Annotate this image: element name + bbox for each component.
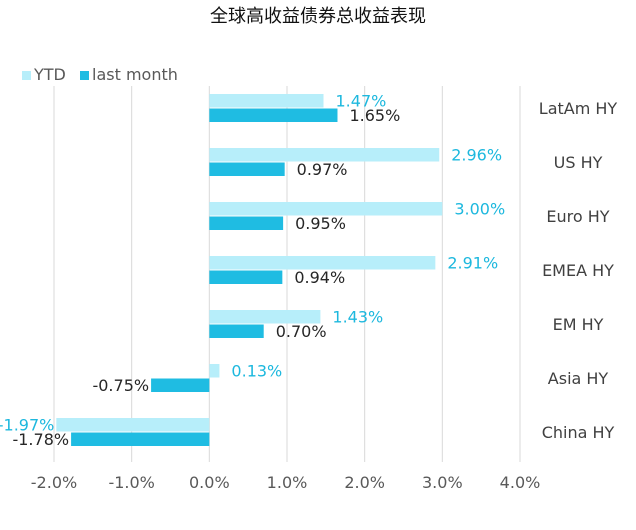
legend-label: last month (92, 65, 178, 84)
data-label-last-month: 0.95% (295, 214, 346, 233)
x-tick-label: 2.0% (344, 473, 385, 492)
category-label: LatAm HY (539, 99, 618, 118)
bar-ytd (209, 364, 220, 378)
x-tick-label: 3.0% (422, 473, 463, 492)
category-label: EMEA HY (542, 261, 614, 280)
data-labels: 1.47%1.65% 2.96% 0.97% 3.00% 0.95% 2.91% 0.94%… (0, 92, 505, 450)
bars (56, 94, 443, 446)
x-tick-label: 0.0% (189, 473, 230, 492)
category-label: US HY (554, 153, 603, 172)
data-label-last-month: 0.94% (294, 268, 345, 287)
x-tick-label: -1.0% (108, 473, 154, 492)
data-label-ytd: 3.00% (454, 200, 505, 219)
chart-title: 全球高收益债券总收益表现 (210, 6, 426, 27)
category-label: Asia HY (548, 369, 609, 388)
data-label-ytd: 1.43% (332, 308, 383, 327)
bar-last-month (209, 108, 338, 122)
legend-swatch (80, 71, 89, 80)
bar-ytd (209, 148, 440, 162)
legend-label: YTD (33, 65, 66, 84)
bar-ytd (209, 310, 321, 324)
x-tick-label: 4.0% (500, 473, 541, 492)
bar-last-month (209, 216, 284, 230)
legend-swatch (22, 71, 31, 80)
data-label-ytd: 2.91% (447, 254, 498, 273)
data-label-ytd: 2.96% (451, 146, 502, 165)
bar-ytd (56, 418, 210, 432)
data-label-ytd: 0.13% (231, 362, 282, 381)
data-label-last-month: 1.65% (349, 106, 400, 125)
bar-last-month (209, 270, 283, 284)
bar-last-month (209, 162, 285, 176)
x-tick-label: -2.0% (31, 473, 77, 492)
x-tick-label: 1.0% (267, 473, 308, 492)
category-labels: LatAm HY US HY Euro HY EMEA HY EM HY Asia HY C… (539, 99, 618, 442)
data-label-ytd: 1.47% (336, 92, 387, 111)
category-label: EM HY (553, 315, 604, 334)
bar-ytd (209, 256, 436, 270)
bar-ytd (209, 202, 443, 216)
data-label-last-month: 0.70% (276, 322, 327, 341)
x-axis-ticks: -2.0% -1.0% 0.0% 1.0% 2.0% 3.0% 4.0% (31, 473, 541, 492)
data-label-last-month: 0.97% (297, 160, 348, 179)
data-label-ytd: -1.97% (0, 416, 54, 435)
gridlines (53, 86, 521, 462)
data-label-last-month: -1.78% (12, 430, 69, 449)
bar-last-month (209, 324, 264, 338)
legend: YTD last month (22, 65, 178, 84)
category-label: China HY (542, 423, 615, 442)
bar-last-month (71, 432, 210, 446)
bar-last-month (151, 378, 210, 392)
data-label-last-month: -0.75% (92, 376, 149, 395)
bar-ytd (209, 94, 324, 108)
category-label: Euro HY (546, 207, 609, 226)
